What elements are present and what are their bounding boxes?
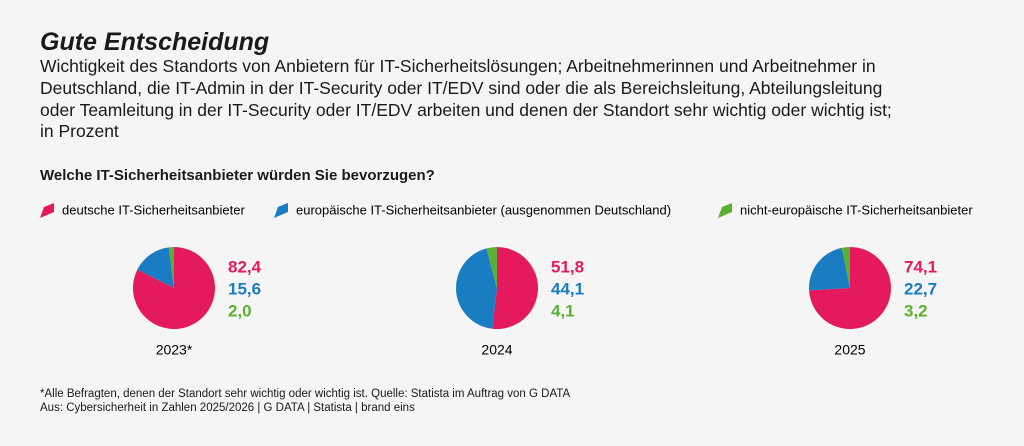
value-label: 51,8 — [551, 257, 584, 276]
pie-title: 2025 — [834, 342, 865, 358]
pie-title: 2024 — [481, 342, 512, 358]
legend-label: europäische IT-Sicherheitsanbieter (ausg… — [296, 202, 671, 217]
pie-slice — [137, 247, 174, 288]
legend-label: deutsche IT-Sicherheitsanbieter — [62, 202, 245, 217]
value-label: 15,6 — [228, 279, 261, 298]
pie-slice — [133, 247, 215, 329]
legend-label: nicht-europäische IT-Sicherheitsanbieter — [740, 202, 973, 217]
footnote: Aus: Cybersicherheit in Zahlen 2025/2026… — [40, 402, 415, 414]
value-label: 3,2 — [904, 301, 928, 320]
legend-swatch — [718, 203, 732, 218]
pie-slice — [809, 247, 850, 291]
subtitle-line: Deutschland, die IT-Admin in der IT-Secu… — [40, 78, 883, 98]
subtitle-line: Wichtigkeit des Standorts von Anbietern … — [40, 56, 876, 76]
value-label: 44,1 — [551, 279, 584, 298]
pie-title: 2023* — [156, 342, 193, 358]
pie-slice — [841, 247, 850, 288]
footnote: *Alle Befragten, denen der Standort sehr… — [40, 388, 571, 400]
pie-slice — [492, 247, 538, 330]
pie-slice — [486, 247, 497, 288]
value-label: 4,1 — [551, 301, 575, 320]
pie-slice — [168, 247, 174, 288]
legend-swatch — [274, 203, 288, 218]
value-label: 82,4 — [228, 257, 262, 276]
value-label: 2,0 — [228, 301, 252, 320]
subtitle-line: in Prozent — [40, 121, 119, 141]
title: Gute Entscheidung — [40, 28, 270, 56]
subtitle-line: oder Teamleitung in der IT-Security oder… — [40, 100, 892, 120]
value-label: 74,1 — [904, 257, 937, 276]
pie-slice — [455, 248, 497, 329]
legend-swatch — [40, 203, 54, 218]
pie-slice — [809, 247, 891, 329]
value-label: 22,7 — [904, 279, 937, 298]
question: Welche IT-Sicherheitsanbieter würden Sie… — [40, 167, 435, 184]
